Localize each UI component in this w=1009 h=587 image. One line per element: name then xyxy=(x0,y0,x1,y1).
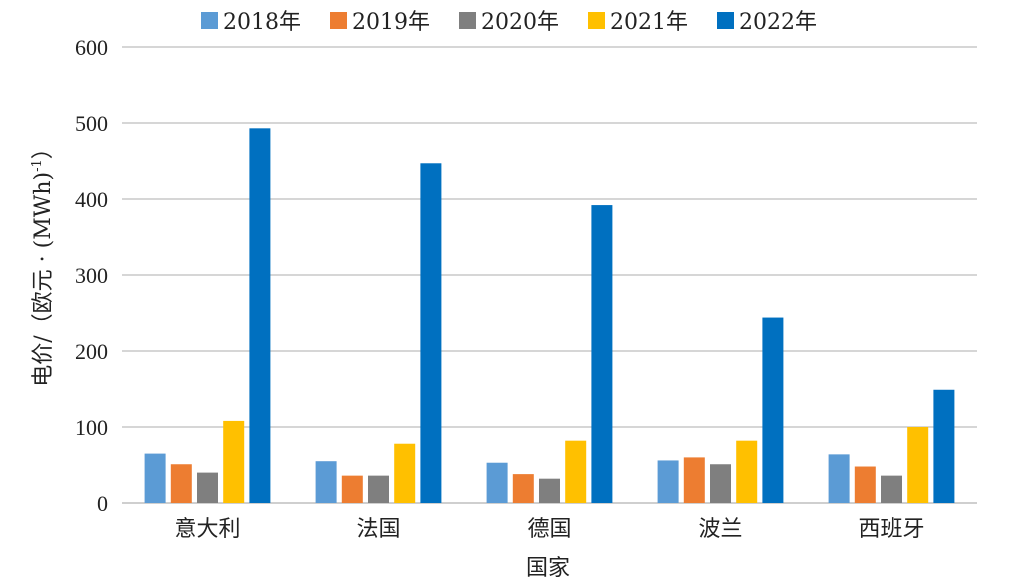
legend-swatch xyxy=(330,12,347,29)
y-tick-label: 0 xyxy=(97,491,108,516)
bar-2019年-意大利 xyxy=(170,464,192,503)
y-tick-label: 300 xyxy=(75,263,108,288)
bar-2020年-波兰 xyxy=(710,464,731,503)
legend-label: 2021年 xyxy=(610,10,688,35)
bar-2018年-德国 xyxy=(486,462,508,503)
bars xyxy=(144,128,955,503)
bar-2020年-西班牙 xyxy=(881,475,902,503)
x-axis-title: 国家 xyxy=(526,556,570,581)
bar-2019年-法国 xyxy=(341,475,363,503)
y-axis-title-main: 电价/（欧元 · (MWh) xyxy=(31,172,56,387)
bar-2020年-德国 xyxy=(539,478,560,503)
y-tick-label: 400 xyxy=(75,187,108,212)
bar-2018年-法国 xyxy=(315,461,337,503)
legend-swatch xyxy=(459,12,476,29)
bar-2022年-法国 xyxy=(420,163,442,503)
x-axis-ticks: 意大利 法国 德国 波兰 西班牙 xyxy=(174,517,924,542)
bar-2021年-德国 xyxy=(565,440,587,503)
bar-2022年-德国 xyxy=(591,205,613,503)
legend-swatch xyxy=(717,12,734,29)
y-tick-label: 600 xyxy=(75,35,108,60)
bar-2019年-西班牙 xyxy=(854,466,876,503)
bar-2019年-波兰 xyxy=(683,457,705,503)
bar-2022年-西班牙 xyxy=(933,389,955,503)
legend-label: 2022年 xyxy=(739,10,817,35)
y-axis-title: 电价/（欧元 · (MWh)-1） xyxy=(30,137,56,387)
y-axis-ticks: 0 100 200 300 400 500 600 xyxy=(75,35,108,516)
bar-2018年-意大利 xyxy=(144,453,166,503)
legend-swatch xyxy=(588,12,605,29)
y-tick-label: 200 xyxy=(75,339,108,364)
bar-2021年-西班牙 xyxy=(907,427,929,503)
bar-2021年-法国 xyxy=(394,443,416,503)
bar-2020年-意大利 xyxy=(197,472,218,503)
y-axis-title-close: ） xyxy=(31,137,56,159)
legend-swatch xyxy=(201,12,218,29)
bar-2021年-波兰 xyxy=(736,440,758,503)
bar-2019年-德国 xyxy=(512,474,534,503)
bar-2021年-意大利 xyxy=(223,420,245,503)
x-tick-label: 波兰 xyxy=(698,517,742,542)
bar-2018年-西班牙 xyxy=(828,454,850,503)
bar-2020年-法国 xyxy=(368,475,389,503)
legend-label: 2019年 xyxy=(352,10,430,35)
legend-label: 2018年 xyxy=(223,10,301,35)
bar-2022年-意大利 xyxy=(249,128,271,503)
bar-2022年-波兰 xyxy=(762,317,784,503)
x-tick-label: 法国 xyxy=(356,517,400,542)
y-axis-title-superscript: -1 xyxy=(30,159,45,172)
x-tick-label: 西班牙 xyxy=(858,517,924,542)
legend-label: 2020年 xyxy=(481,10,559,35)
legend: 2018年 2019年 2020年 2021年 2022年 xyxy=(201,10,817,35)
x-tick-label: 德国 xyxy=(527,517,571,542)
y-tick-label: 500 xyxy=(75,111,108,136)
y-tick-label: 100 xyxy=(75,415,108,440)
x-tick-label: 意大利 xyxy=(174,517,240,542)
bar-2018年-波兰 xyxy=(657,460,679,503)
